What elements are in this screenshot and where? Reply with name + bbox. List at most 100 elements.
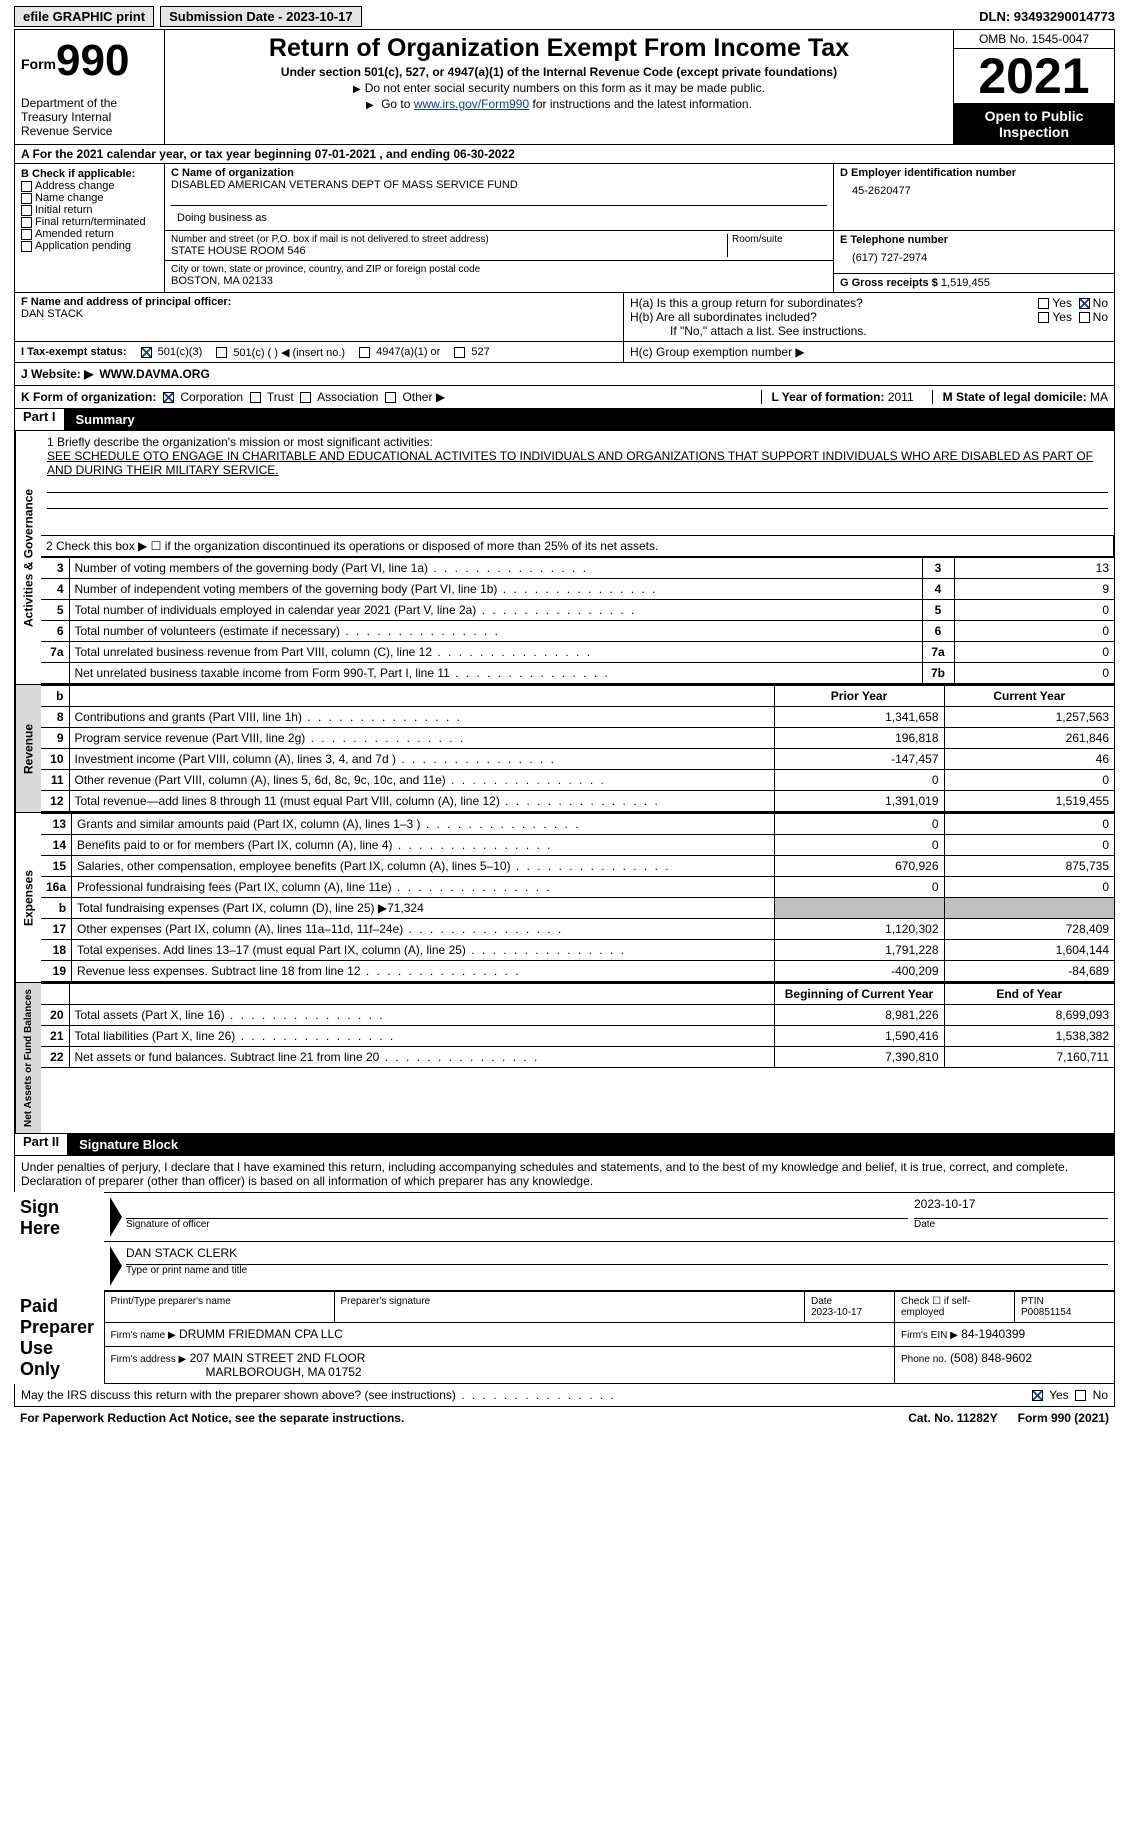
- dept-label: Department of the Treasury Internal Reve…: [21, 96, 158, 138]
- h-c: H(c) Group exemption number ▶: [624, 342, 1114, 362]
- submission-date-button[interactable]: Submission Date - 2023-10-17: [160, 6, 362, 27]
- inspection-label: Open to Public Inspection: [954, 104, 1114, 144]
- gov-table: 2 Check this box ▶ ☐ if the organization…: [41, 536, 1114, 557]
- box-f: F Name and address of principal officer:…: [15, 293, 624, 341]
- side-expenses: Expenses: [15, 813, 41, 982]
- city-value: BOSTON, MA 02133: [171, 275, 827, 287]
- gross-value: 1,519,455: [941, 277, 990, 289]
- mission-block: 1 Briefly describe the organization's mi…: [41, 431, 1114, 536]
- h-b: H(b) Are all subordinates included?: [630, 310, 817, 324]
- sig-date-label: Date: [914, 1219, 1108, 1230]
- box-j: J Website: ▶ WWW.DAVMA.ORG: [15, 363, 1114, 386]
- box-klm: K Form of organization: Corporation Trus…: [15, 386, 1114, 408]
- opt-4947[interactable]: 4947(a)(1) or: [359, 346, 440, 358]
- opt-pending[interactable]: Application pending: [21, 240, 158, 252]
- org-name: DISABLED AMERICAN VETERANS DEPT OF MASS …: [171, 179, 827, 191]
- goto-pre: Go to: [381, 97, 414, 111]
- opt-501c3[interactable]: 501(c)(3): [141, 346, 203, 358]
- privacy-note: Do not enter social security numbers on …: [173, 81, 945, 95]
- form-number: Form990: [21, 36, 158, 86]
- box-d-e-g: D Employer identification number 45-2620…: [834, 164, 1114, 231]
- form-title: Return of Organization Exempt From Incom…: [173, 34, 945, 63]
- h-a: H(a) Is this a group return for subordin…: [630, 296, 863, 310]
- opt-amended[interactable]: Amended return: [21, 228, 158, 240]
- revenue-rows: bPrior YearCurrent Year8Contributions an…: [41, 685, 1114, 812]
- room-label: Room/suite: [727, 234, 827, 257]
- goto-post: for instructions and the latest informat…: [529, 97, 752, 111]
- goto-note: Go to www.irs.gov/Form990 for instructio…: [173, 97, 945, 111]
- phone-value: (617) 727-2974: [840, 246, 1108, 270]
- prep-sig-label: Preparer's signature: [334, 1292, 805, 1323]
- phone-label: E Telephone number: [840, 234, 1108, 246]
- opt-final-return[interactable]: Final return/terminated: [21, 216, 158, 228]
- opt-assoc[interactable]: Association: [300, 390, 378, 404]
- discuss-label: May the IRS discuss this return with the…: [21, 1388, 1032, 1402]
- ein-label: D Employer identification number: [840, 167, 1108, 179]
- box-c-wrap: C Name of organization DISABLED AMERICAN…: [165, 164, 1114, 292]
- opt-501c[interactable]: 501(c) ( ) ◀ (insert no.): [216, 346, 345, 359]
- entity-box: A For the 2021 calendar year, or tax yea…: [14, 145, 1115, 409]
- arrow-icon: [110, 1197, 122, 1237]
- form-subtitle: Under section 501(c), 527, or 4947(a)(1)…: [173, 65, 945, 79]
- sig-date-value: 2023-10-17: [914, 1197, 1108, 1219]
- opt-address-change[interactable]: Address change: [21, 180, 158, 192]
- officer-name: DAN STACK: [21, 308, 617, 320]
- sign-here-table: Sign Here Signature of officer 2023-10-1…: [14, 1192, 1115, 1291]
- box-d: D Employer identification number 45-2620…: [834, 164, 1114, 206]
- prep-date: 2023-10-17: [811, 1307, 862, 1318]
- header-box: Form990 Department of the Treasury Inter…: [14, 29, 1115, 145]
- box-l-label: L Year of formation:: [772, 390, 885, 404]
- addr-label: Number and street (or P.O. box if mail i…: [171, 234, 727, 245]
- firm-addr1: 207 MAIN STREET 2ND FLOOR: [190, 1351, 366, 1365]
- typed-label: Type or print name and title: [126, 1264, 1108, 1276]
- box-c-label: C Name of organization: [171, 167, 827, 179]
- opt-527[interactable]: 527: [454, 346, 489, 358]
- efile-button[interactable]: efile GRAPHIC print: [14, 6, 154, 27]
- firm-addr2: MARLBOROUGH, MA 01752: [111, 1365, 362, 1379]
- expense-block: Expenses 13Grants and similar amounts pa…: [14, 813, 1115, 983]
- tax-year: 2021: [954, 49, 1114, 104]
- declaration: Under penalties of perjury, I declare th…: [14, 1156, 1115, 1192]
- officer-label: F Name and address of principal officer:: [21, 296, 617, 308]
- paid-preparer-table: Paid Preparer Use Only Print/Type prepar…: [14, 1291, 1115, 1384]
- self-emp[interactable]: Check ☐ if self-employed: [895, 1292, 1015, 1323]
- form-990-page: efile GRAPHIC print Submission Date - 20…: [0, 0, 1129, 1435]
- year-formation: 2011: [888, 390, 914, 404]
- opt-corp[interactable]: Corporation: [163, 390, 243, 404]
- header-right: OMB No. 1545-0047 2021 Open to Public In…: [954, 30, 1114, 144]
- expense-rows: 13Grants and similar amounts paid (Part …: [41, 813, 1114, 982]
- box-h: H(a) Is this a group return for subordin…: [624, 293, 1114, 341]
- part-1-title: Summary: [76, 412, 135, 427]
- opt-name-change[interactable]: Name change: [21, 192, 158, 204]
- arrow-icon: [110, 1246, 122, 1286]
- side-revenue: Revenue: [15, 685, 41, 812]
- grid-ij: I Tax-exempt status: 501(c)(3) 501(c) ( …: [15, 342, 1114, 363]
- ptin-value: P00851154: [1021, 1307, 1071, 1318]
- sign-here-label: Sign Here: [14, 1193, 104, 1291]
- side-net: Net Assets or Fund Balances: [15, 983, 41, 1133]
- ein-label2: Firm's EIN ▶: [901, 1330, 958, 1341]
- header-middle: Return of Organization Exempt From Incom…: [165, 30, 954, 144]
- revenue-block: Revenue bPrior YearCurrent Year8Contribu…: [14, 685, 1115, 813]
- form-990-number: 990: [56, 36, 129, 85]
- opt-other[interactable]: Other ▶: [385, 390, 445, 404]
- box-b-label: B Check if applicable:: [21, 168, 158, 180]
- website-label: J Website: ▶: [21, 367, 93, 381]
- addr-block: Number and street (or P.O. box if mail i…: [165, 231, 1114, 292]
- line-2: 2 Check this box ▶ ☐ if the organization…: [41, 536, 1114, 557]
- prep-name-label: Print/Type preparer's name: [104, 1292, 334, 1323]
- irs-link[interactable]: www.irs.gov/Form990: [414, 97, 529, 111]
- sig-officer-label: Signature of officer: [126, 1219, 908, 1230]
- gross-label: G Gross receipts $: [840, 277, 938, 289]
- firm-name: DRUMM FRIEDMAN CPA LLC: [179, 1327, 343, 1341]
- grid-bcd: B Check if applicable: Address change Na…: [15, 164, 1114, 293]
- form-footer: Form 990 (2021): [1018, 1411, 1109, 1425]
- typed-name: DAN STACK CLERK: [126, 1246, 1108, 1264]
- side-activities: Activities & Governance: [15, 431, 41, 684]
- net-block: Net Assets or Fund Balances Beginning of…: [14, 983, 1115, 1134]
- part-1-body: Activities & Governance 1 Briefly descri…: [14, 431, 1115, 685]
- opt-trust[interactable]: Trust: [250, 390, 294, 404]
- street-addr: STATE HOUSE ROOM 546: [171, 245, 727, 257]
- part-1-no: Part I: [15, 409, 64, 430]
- opt-initial-return[interactable]: Initial return: [21, 204, 158, 216]
